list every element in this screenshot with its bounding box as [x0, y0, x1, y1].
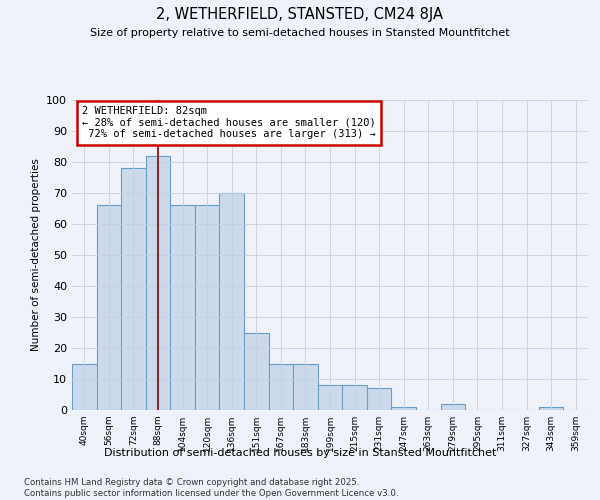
Bar: [97, 206, 121, 410]
Text: 2 WETHERFIELD: 82sqm
← 28% of semi-detached houses are smaller (120)
 72% of sem: 2 WETHERFIELD: 82sqm ← 28% of semi-detac…: [82, 106, 376, 140]
Text: Size of property relative to semi-detached houses in Stansted Mountfitchet: Size of property relative to semi-detach…: [90, 28, 510, 38]
Bar: [170, 206, 195, 410]
Bar: [391, 407, 416, 410]
Bar: [121, 168, 146, 410]
Bar: [269, 364, 293, 410]
Bar: [367, 388, 391, 410]
Y-axis label: Number of semi-detached properties: Number of semi-detached properties: [31, 158, 41, 352]
Text: 2, WETHERFIELD, STANSTED, CM24 8JA: 2, WETHERFIELD, STANSTED, CM24 8JA: [157, 8, 443, 22]
Text: Distribution of semi-detached houses by size in Stansted Mountfitchet: Distribution of semi-detached houses by …: [104, 448, 496, 458]
Bar: [146, 156, 170, 410]
Text: Contains HM Land Registry data © Crown copyright and database right 2025.
Contai: Contains HM Land Registry data © Crown c…: [24, 478, 398, 498]
Bar: [440, 404, 465, 410]
Bar: [293, 364, 318, 410]
Bar: [72, 364, 97, 410]
Bar: [244, 332, 269, 410]
Bar: [318, 385, 342, 410]
Bar: [539, 407, 563, 410]
Bar: [342, 385, 367, 410]
Bar: [195, 206, 220, 410]
Bar: [220, 193, 244, 410]
